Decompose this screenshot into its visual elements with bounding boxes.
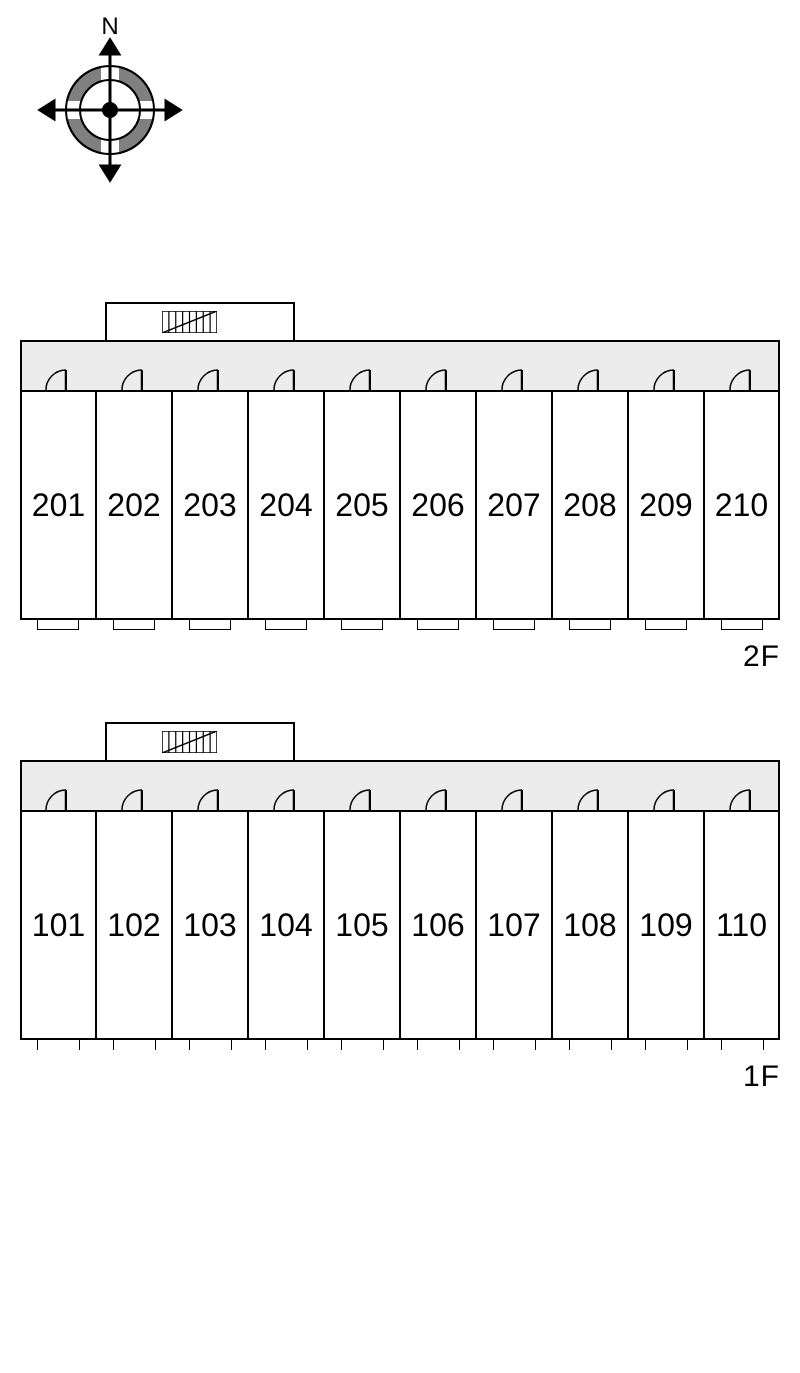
compass-label: N xyxy=(101,13,118,40)
balcony xyxy=(645,620,687,630)
door-icon xyxy=(425,788,447,810)
unit-109: 109 xyxy=(628,810,704,1040)
balcony xyxy=(37,620,79,630)
compass: N xyxy=(30,10,190,190)
door-icon xyxy=(349,788,371,810)
balcony-tick xyxy=(493,1040,494,1050)
balcony-tick xyxy=(341,1040,342,1050)
balcony-tick xyxy=(645,1040,646,1050)
unit-106: 106 xyxy=(400,810,476,1040)
balcony-tick xyxy=(155,1040,156,1050)
door-icon xyxy=(45,368,67,390)
door-icon xyxy=(273,368,295,390)
door-icon xyxy=(729,788,751,810)
balcony-tick xyxy=(307,1040,308,1050)
unit-209: 209 xyxy=(628,390,704,620)
unit-203: 203 xyxy=(172,390,248,620)
balcony-tick xyxy=(79,1040,80,1050)
unit-105: 105 xyxy=(324,810,400,1040)
stairwell xyxy=(105,722,295,760)
door-icon xyxy=(45,788,67,810)
balcony-tick xyxy=(383,1040,384,1050)
door-icon xyxy=(197,788,219,810)
balcony-tick xyxy=(113,1040,114,1050)
balcony xyxy=(113,620,155,630)
balcony-tick xyxy=(569,1040,570,1050)
balcony-tick xyxy=(231,1040,232,1050)
unit-201: 201 xyxy=(20,390,96,620)
unit-102: 102 xyxy=(96,810,172,1040)
stairwell xyxy=(105,302,295,340)
unit-206: 206 xyxy=(400,390,476,620)
floor-label: 2F xyxy=(743,640,780,674)
unit-108: 108 xyxy=(552,810,628,1040)
door-icon xyxy=(501,368,523,390)
floor-label: 1F xyxy=(743,1060,780,1094)
unit-210: 210 xyxy=(704,390,780,620)
balcony-tick xyxy=(763,1040,764,1050)
balcony-tick xyxy=(611,1040,612,1050)
unit-110: 110 xyxy=(704,810,780,1040)
balcony-tick xyxy=(459,1040,460,1050)
door-icon xyxy=(501,788,523,810)
balcony-tick xyxy=(417,1040,418,1050)
unit-204: 204 xyxy=(248,390,324,620)
door-icon xyxy=(197,368,219,390)
door-icon xyxy=(653,368,675,390)
balcony-tick xyxy=(265,1040,266,1050)
corridor-exit-icon xyxy=(24,344,34,388)
balcony-tick xyxy=(721,1040,722,1050)
floor-1f: 101102103104105106107108109110 1F xyxy=(20,760,780,1102)
door-icon xyxy=(577,368,599,390)
unit-205: 205 xyxy=(324,390,400,620)
floor-2f: 201202203204205206207208209210 2F xyxy=(20,340,780,682)
balcony-tick xyxy=(535,1040,536,1050)
balcony-tick xyxy=(37,1040,38,1050)
balcony xyxy=(569,620,611,630)
balcony xyxy=(189,620,231,630)
balcony xyxy=(265,620,307,630)
door-icon xyxy=(729,368,751,390)
balcony xyxy=(493,620,535,630)
unit-208: 208 xyxy=(552,390,628,620)
unit-202: 202 xyxy=(96,390,172,620)
unit-207: 207 xyxy=(476,390,552,620)
balcony xyxy=(721,620,763,630)
balcony-tick xyxy=(687,1040,688,1050)
balcony xyxy=(417,620,459,630)
units-row: 101102103104105106107108109110 xyxy=(20,810,780,1040)
door-icon xyxy=(425,368,447,390)
units-row: 201202203204205206207208209210 xyxy=(20,390,780,620)
door-icon xyxy=(349,368,371,390)
corridor-exit-icon xyxy=(24,764,34,808)
door-icon xyxy=(121,788,143,810)
door-icon xyxy=(653,788,675,810)
balcony-tick xyxy=(189,1040,190,1050)
door-icon xyxy=(273,788,295,810)
unit-103: 103 xyxy=(172,810,248,1040)
balcony xyxy=(341,620,383,630)
door-icon xyxy=(121,368,143,390)
door-icon xyxy=(577,788,599,810)
unit-104: 104 xyxy=(248,810,324,1040)
unit-101: 101 xyxy=(20,810,96,1040)
unit-107: 107 xyxy=(476,810,552,1040)
